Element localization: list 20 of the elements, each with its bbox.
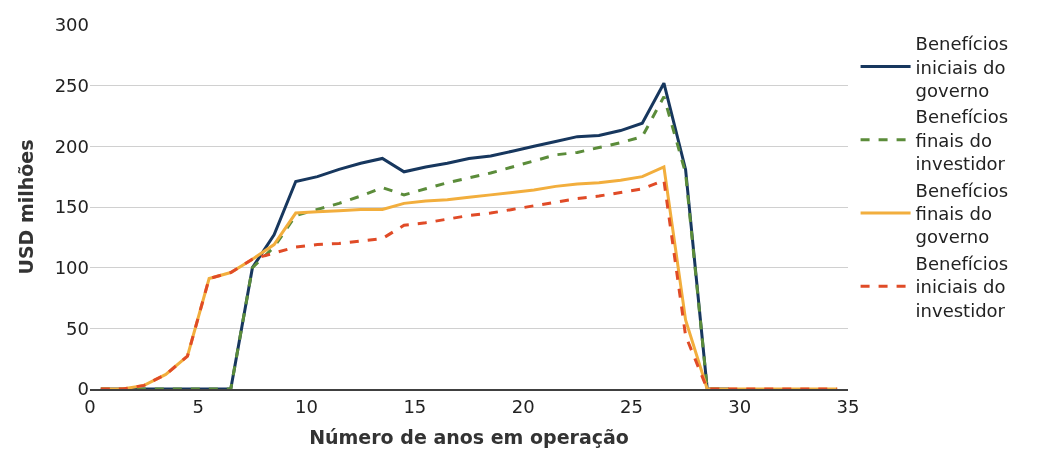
x-tick-label: 25 [619, 395, 643, 417]
y-axis-title: USD milhões [15, 139, 38, 275]
y-tick-label: 50 [66, 317, 89, 339]
y-tick-label: 200 [54, 135, 89, 157]
y-tick-label: 150 [54, 196, 89, 218]
y-tick-label: 0 [77, 378, 89, 400]
x-tick-label: 20 [511, 395, 535, 417]
legend-label: Benefícios finais do governo [915, 179, 1009, 248]
x-tick-label: 10 [295, 395, 319, 417]
y-tick-label: 100 [54, 256, 89, 278]
x-tick-label: 5 [192, 395, 205, 417]
y-tick-label: 250 [54, 74, 89, 96]
x-tick-label: 15 [403, 395, 427, 417]
y-tick-label: 300 [54, 14, 89, 36]
x-tick-label: 30 [728, 395, 752, 417]
legend-label: Benefícios iniciais do investidor [915, 252, 1009, 321]
x-tick-label: 35 [836, 395, 860, 417]
x-axis-title: Número de anos em operação [309, 425, 629, 448]
legend-label: Benefícios iniciais do governo [915, 33, 1009, 102]
legend-label: Benefícios finais do investidor [915, 106, 1009, 175]
